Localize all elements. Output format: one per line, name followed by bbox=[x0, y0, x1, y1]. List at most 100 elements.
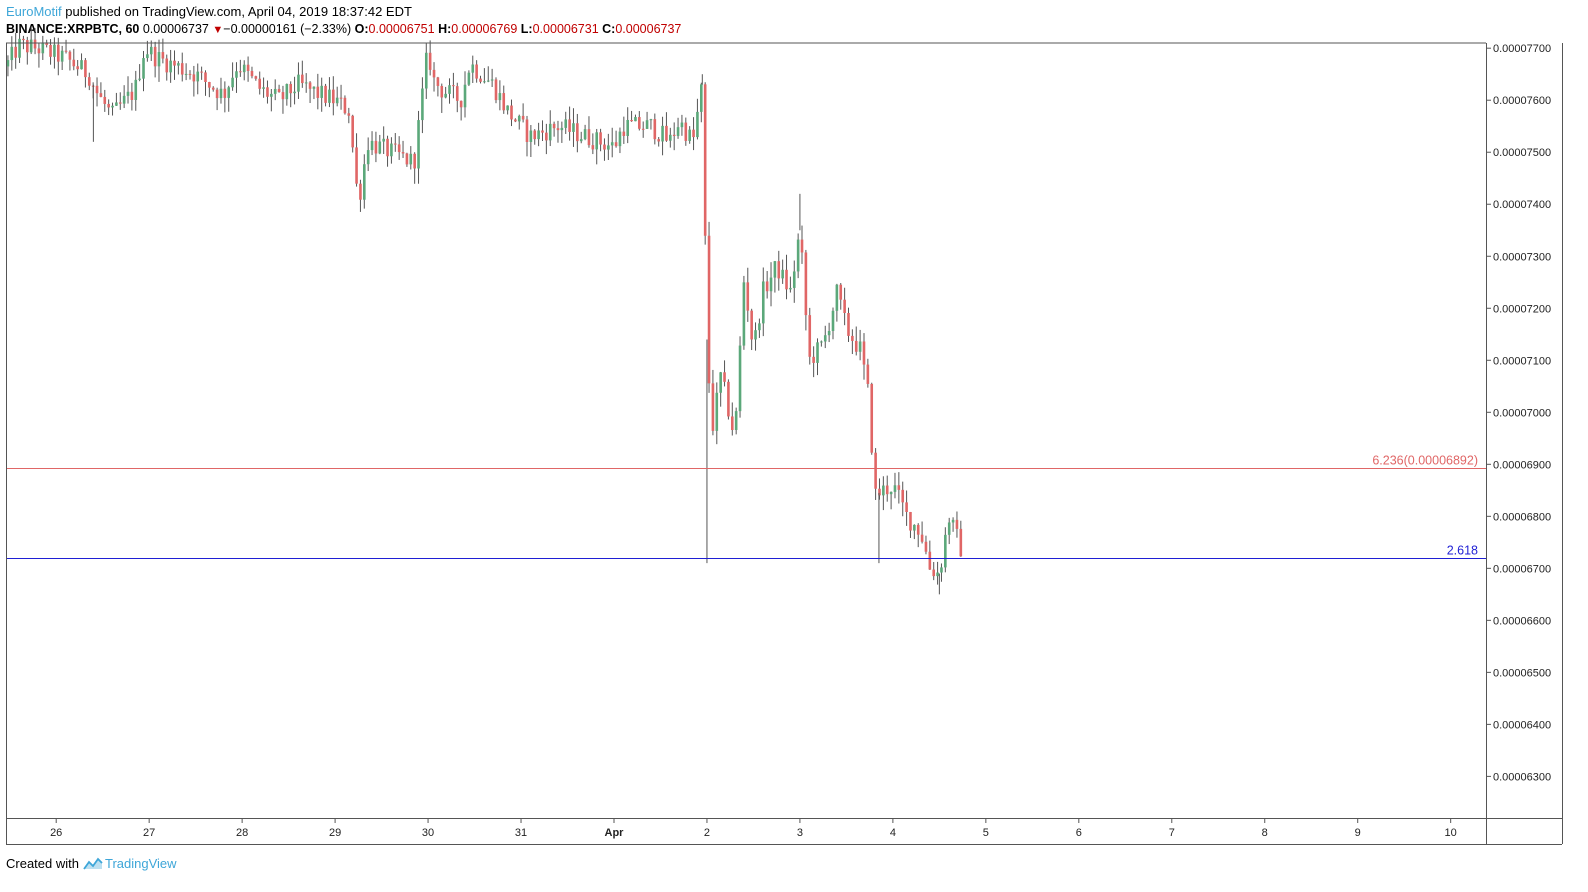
candle-body bbox=[235, 71, 238, 78]
candle-body bbox=[851, 335, 854, 341]
candle bbox=[448, 78, 451, 104]
candle bbox=[885, 475, 889, 502]
candle-body bbox=[386, 138, 389, 157]
candle-body bbox=[397, 144, 401, 153]
candle bbox=[785, 254, 788, 300]
candle-body bbox=[436, 77, 440, 86]
candle-body bbox=[715, 392, 719, 431]
candle-body bbox=[614, 142, 618, 147]
author-link[interactable]: EuroMotif bbox=[6, 4, 62, 19]
candle bbox=[564, 111, 568, 134]
candle bbox=[707, 221, 711, 393]
last-price: 0.00006737 bbox=[142, 22, 209, 36]
candle bbox=[893, 472, 897, 499]
candle-body bbox=[576, 123, 579, 142]
candle-body bbox=[45, 42, 48, 45]
candle-body bbox=[196, 71, 200, 82]
candle-body bbox=[432, 69, 436, 78]
candle bbox=[134, 70, 138, 111]
time-tick-label: 28 bbox=[236, 827, 248, 839]
candle bbox=[196, 63, 200, 95]
candle-body bbox=[270, 93, 273, 97]
candle-body bbox=[746, 282, 750, 311]
candle-body bbox=[273, 88, 277, 94]
open-label: O: bbox=[354, 22, 369, 36]
candle-body bbox=[246, 64, 250, 71]
candle-body bbox=[866, 364, 870, 384]
candle bbox=[180, 52, 184, 82]
candle-body bbox=[545, 132, 548, 141]
candle-body bbox=[142, 58, 145, 79]
candle-body bbox=[641, 128, 645, 130]
candle-body bbox=[312, 86, 316, 89]
time-tick-label: 27 bbox=[143, 827, 155, 839]
candle bbox=[944, 527, 947, 573]
candle-body bbox=[587, 129, 591, 146]
candle bbox=[626, 107, 630, 144]
candle-body bbox=[126, 91, 130, 96]
candle bbox=[424, 42, 428, 99]
candle bbox=[103, 89, 107, 112]
candle-body bbox=[517, 115, 521, 122]
candle-body bbox=[638, 117, 641, 129]
candle bbox=[421, 77, 424, 134]
candle bbox=[761, 267, 765, 337]
candle-body bbox=[781, 269, 784, 279]
candle-body bbox=[936, 572, 939, 577]
candle-body bbox=[626, 119, 630, 136]
candle-body bbox=[893, 485, 897, 492]
candle-body bbox=[595, 132, 599, 150]
price-tick-label: 0.00006500 bbox=[1493, 667, 1551, 679]
candle bbox=[638, 111, 641, 131]
candle-body bbox=[792, 271, 796, 288]
candle bbox=[866, 358, 870, 388]
candle bbox=[107, 99, 110, 116]
candle-body bbox=[669, 134, 672, 141]
candle-body bbox=[448, 85, 451, 94]
candle-body bbox=[657, 139, 660, 142]
tradingview-link[interactable]: TradingView bbox=[83, 856, 177, 871]
candle bbox=[928, 540, 932, 570]
candle-body bbox=[560, 127, 564, 131]
candle-body bbox=[920, 534, 924, 542]
candle-body bbox=[959, 528, 963, 557]
candle-body bbox=[548, 123, 552, 141]
candle-body bbox=[53, 44, 56, 57]
candle bbox=[804, 249, 808, 331]
candle bbox=[328, 77, 331, 108]
candle bbox=[901, 481, 905, 517]
candle bbox=[727, 379, 730, 420]
candle bbox=[715, 382, 719, 445]
candle-body bbox=[874, 452, 877, 489]
open-value: 0.00006751 bbox=[368, 22, 435, 36]
candle bbox=[301, 60, 304, 88]
candle-body bbox=[215, 89, 219, 99]
price-axis: 0.00007700 0.00007600 0.00007500 0.00007400… bbox=[1486, 43, 1551, 783]
candle bbox=[552, 121, 556, 137]
price-tick-label: 0.00007400 bbox=[1493, 199, 1551, 211]
candle-body bbox=[41, 42, 45, 54]
candle-body bbox=[653, 119, 657, 140]
candle bbox=[595, 128, 599, 165]
candle-body bbox=[823, 335, 827, 342]
candle bbox=[14, 33, 17, 69]
candle-body bbox=[870, 383, 874, 453]
candle-body bbox=[324, 85, 327, 103]
candle bbox=[440, 83, 444, 113]
candle-body bbox=[661, 125, 664, 142]
candle bbox=[905, 490, 908, 526]
candle bbox=[789, 276, 792, 293]
candle-body bbox=[889, 491, 893, 495]
candle bbox=[618, 127, 622, 154]
candle-body bbox=[111, 105, 114, 108]
candle bbox=[851, 329, 854, 355]
candle-body bbox=[405, 153, 409, 165]
candle bbox=[347, 107, 351, 124]
candle bbox=[909, 511, 912, 538]
candle bbox=[924, 535, 928, 555]
candle bbox=[459, 100, 463, 121]
close-label: C: bbox=[602, 22, 616, 36]
candle bbox=[304, 73, 308, 93]
candle bbox=[378, 134, 382, 155]
